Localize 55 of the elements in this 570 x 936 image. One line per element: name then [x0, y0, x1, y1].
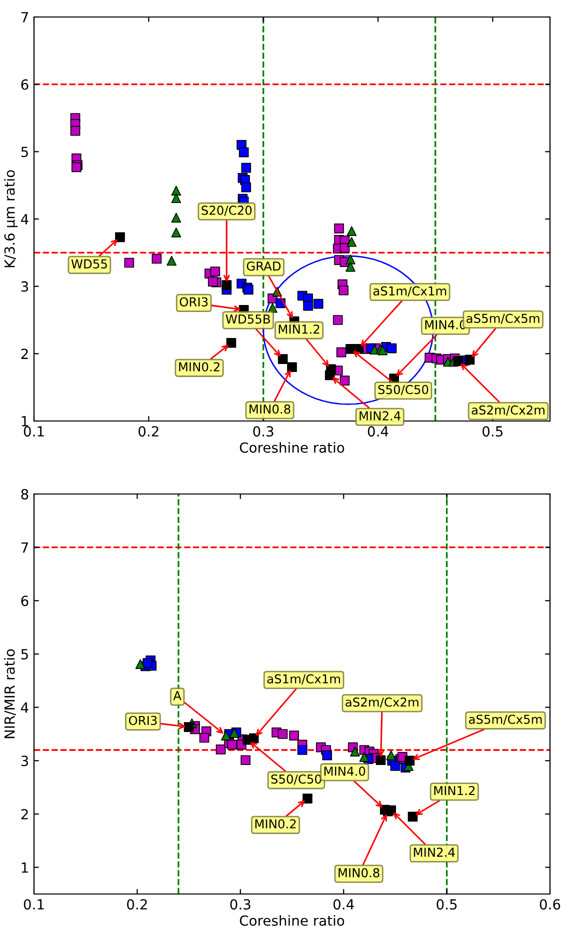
x-tick-label: 0.5 — [482, 426, 502, 437]
y-tick-label: 1 — [22, 416, 28, 426]
y-tick-label: 2 — [21, 808, 28, 820]
y-tick-label: 6 — [21, 79, 28, 90]
x-tick-label: 0.2 — [127, 899, 147, 910]
annotation: aS5m/Cx5m — [466, 314, 540, 324]
x-tick-label: 0.6 — [540, 899, 560, 910]
x-tick-label: 0.3 — [253, 426, 274, 437]
annotation: WD55 — [71, 259, 107, 269]
annotation: MIN0.8 — [250, 404, 290, 414]
annotation: MIN0.2 — [179, 362, 220, 372]
x-tick-label: 0.4 — [368, 426, 388, 437]
annotation: MIN0.2 — [255, 819, 296, 828]
y-tick-label: 5 — [21, 649, 28, 660]
annotation: S50/C50 — [271, 774, 322, 785]
annotation: S20/C20 — [202, 206, 252, 216]
x-tick-label: 0.5 — [436, 899, 457, 910]
annotation: MIN1.2 — [278, 324, 320, 334]
annotation: aS2m/Cx2m — [472, 405, 544, 416]
y-tick-label: 3 — [21, 756, 28, 766]
annotation: aS5m/Cx5m — [468, 714, 542, 725]
annotation: aS2m/Cx2m — [346, 697, 418, 708]
y-tick-label: 3 — [21, 281, 28, 292]
x-tick-label: 0.1 — [24, 426, 44, 437]
y-tick-label: 8 — [21, 488, 28, 500]
annotation: aS1m/Cx1m — [373, 286, 446, 297]
annotation: ORI3 — [180, 297, 208, 306]
x-tick-label: 0.2 — [138, 426, 158, 437]
y-axis-title: K/3.6 μm ratio — [4, 170, 18, 268]
annotation: MIN2.4 — [414, 848, 455, 857]
annotation: ORI3 — [128, 716, 157, 726]
y-tick-label: 1 — [22, 862, 28, 873]
y-tick-label: 5 — [21, 146, 28, 158]
y-axis-title: NIR/MIR ratio — [4, 649, 16, 738]
x-axis-title: Coreshine ratio — [240, 915, 344, 926]
x-tick-label: 0.1 — [24, 899, 44, 910]
y-tick-label: 2 — [21, 348, 28, 359]
x-axis-title: Coreshine ratio — [240, 442, 344, 453]
x-tick-label: 0.4 — [333, 899, 354, 910]
annotation: MIN4.0 — [425, 320, 466, 330]
annotation: GRAD — [246, 261, 281, 271]
annotation: MIN2.4 — [360, 411, 401, 420]
y-tick-label: 7 — [21, 12, 28, 22]
annotation: MIN1.2 — [434, 786, 475, 796]
y-tick-label: 4 — [20, 214, 28, 224]
annotation: aS1m/Cx1m — [267, 674, 340, 684]
x-tick-label: 0.3 — [230, 899, 250, 910]
y-tick-label: 6 — [21, 596, 28, 606]
annotation: S50/C50 — [378, 384, 428, 396]
annotation: MIN0.8 — [338, 868, 380, 878]
y-tick-label: 7 — [21, 542, 28, 553]
annotation: MIN4.0 — [324, 766, 366, 776]
annotation: A — [173, 691, 182, 700]
y-tick-label: 4 — [20, 702, 28, 713]
annotation: WD55B — [226, 314, 270, 324]
